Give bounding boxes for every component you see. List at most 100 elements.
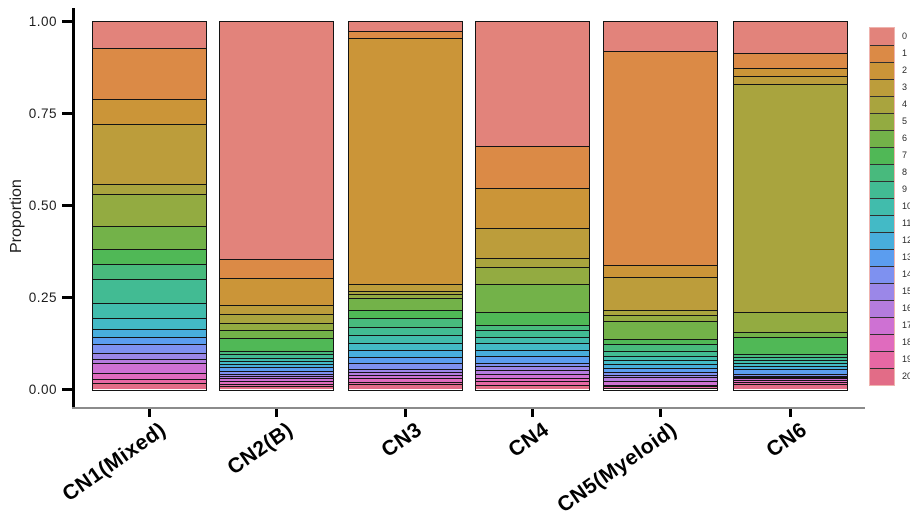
legend-label-11: 11: [902, 218, 910, 228]
bar-segment-cluster-17: [604, 380, 717, 385]
bar-segment-cluster-12: [476, 350, 589, 357]
bar-segment-cluster-18: [220, 381, 333, 385]
bar-segment-cluster-0: [349, 22, 462, 32]
legend-swatch-5: [870, 113, 894, 130]
bar-segment-cluster-2: [349, 38, 462, 284]
stacked-bar-CN2(B): [219, 21, 334, 391]
bar-segment-cluster-20: [604, 387, 717, 389]
legend-swatch-2: [870, 62, 894, 79]
bar-segment-cluster-17: [93, 363, 206, 374]
bar-segment-cluster-7: [93, 248, 206, 264]
stacked-bar-CN6: [733, 21, 848, 391]
y-axis-label: Proportion: [8, 179, 25, 253]
bar-segment-cluster-6: [604, 320, 717, 339]
legend-swatch-7: [870, 147, 894, 164]
bar-segment-cluster-4: [604, 310, 717, 316]
bar-segment-cluster-8: [220, 350, 333, 355]
bar-segment-cluster-12: [93, 328, 206, 337]
y-axis-line: [72, 8, 75, 408]
bar-segment-cluster-18: [734, 380, 847, 383]
bar-segment-cluster-6: [734, 331, 847, 338]
bar-segment-cluster-18: [93, 373, 206, 380]
x-axis-label-CN3: CN3: [376, 418, 426, 462]
bar-segment-cluster-9: [93, 278, 206, 303]
bar-segment-cluster-18: [476, 377, 589, 382]
bar-segment-cluster-0: [734, 22, 847, 54]
bar-segment-cluster-6: [93, 225, 206, 249]
bar-segment-cluster-3: [604, 276, 717, 311]
bar-segment-cluster-12: [349, 350, 462, 357]
x-axis-label-CN2(B): CN2(B): [222, 418, 297, 480]
bar-segment-cluster-11: [604, 359, 717, 364]
bar-segment-cluster-1: [476, 145, 589, 188]
bar-segment-cluster-15: [476, 365, 589, 370]
bar-segment-cluster-20: [349, 383, 462, 389]
bar-segment-cluster-14: [93, 343, 206, 354]
bar-segment-cluster-3: [349, 283, 462, 291]
legend-label-6: 6: [902, 133, 908, 143]
bar-segment-cluster-16: [93, 359, 206, 364]
bar-segment-cluster-7: [604, 338, 717, 344]
legend-label-16: 16: [902, 303, 910, 313]
legend-label-12: 12: [902, 235, 910, 245]
x-tick-mark: [148, 408, 151, 417]
bar-segment-cluster-4: [93, 183, 206, 194]
bar-segment-cluster-1: [734, 53, 847, 69]
bar-segment-cluster-20: [93, 383, 206, 389]
bar-segment-cluster-11: [476, 343, 589, 351]
legend-swatch-15: [870, 283, 894, 300]
legend-swatch-3: [870, 79, 894, 96]
bar-segment-cluster-5: [220, 323, 333, 331]
bar-segment-cluster-2: [604, 265, 717, 277]
legend-swatch-1: [870, 45, 894, 62]
legend-swatch-19: [870, 351, 894, 368]
y-tick-label: 0.00: [28, 381, 57, 397]
x-tick-mark: [531, 408, 534, 417]
bar-segment-cluster-19: [734, 382, 847, 384]
bar-segment-cluster-0: [220, 22, 333, 259]
bar-segment-cluster-19: [93, 379, 206, 384]
bar-segment-cluster-14: [220, 371, 333, 374]
legend-swatch-8: [870, 164, 894, 181]
bar-segment-cluster-4: [476, 257, 589, 267]
bar-segment-cluster-15: [220, 373, 333, 377]
bar-segment-cluster-10: [604, 356, 717, 360]
y-tick-mark: [62, 296, 72, 299]
bar-segment-cluster-14: [349, 363, 462, 369]
bar-segment-cluster-5: [734, 312, 847, 332]
bar-segment-cluster-11: [93, 317, 206, 329]
legend-label-4: 4: [902, 99, 908, 109]
y-tick-label: 0.75: [28, 105, 57, 121]
bar-segment-cluster-8: [476, 325, 589, 331]
legend-label-15: 15: [902, 286, 910, 296]
y-tick-label: 0.25: [28, 289, 57, 305]
bar-segment-cluster-13: [476, 356, 589, 364]
legend-swatch-9: [870, 181, 894, 198]
bar-segment-cluster-6: [476, 283, 589, 313]
legend-swatch-12: [870, 232, 894, 249]
bar-segment-cluster-11: [220, 360, 333, 364]
bar-segment-cluster-14: [604, 372, 717, 375]
y-tick-mark: [62, 204, 72, 207]
bar-segment-cluster-16: [476, 369, 589, 375]
legend-label-10: 10: [902, 201, 910, 211]
y-tick-mark: [62, 112, 72, 115]
legend-swatch-13: [870, 249, 894, 266]
bar-segment-cluster-8: [349, 318, 462, 327]
bar-segment-cluster-1: [349, 31, 462, 39]
bar-segment-cluster-12: [604, 363, 717, 368]
legend-label-20: 20: [902, 371, 910, 381]
bar-segment-cluster-20: [476, 384, 589, 389]
bar-segment-cluster-16: [604, 376, 717, 381]
bar-segment-cluster-7: [734, 337, 847, 354]
bar-segment-cluster-3: [476, 227, 589, 258]
bar-segment-cluster-1: [220, 258, 333, 279]
bar-segment-cluster-3: [220, 305, 333, 315]
bar-segment-cluster-7: [476, 312, 589, 326]
bar-segment-cluster-13: [734, 368, 847, 375]
bar-segment-cluster-7: [220, 338, 333, 351]
legend-label-14: 14: [902, 269, 910, 279]
x-tick-mark: [404, 408, 407, 417]
legend-swatch-17: [870, 317, 894, 334]
y-tick-label: 1.00: [28, 13, 57, 29]
